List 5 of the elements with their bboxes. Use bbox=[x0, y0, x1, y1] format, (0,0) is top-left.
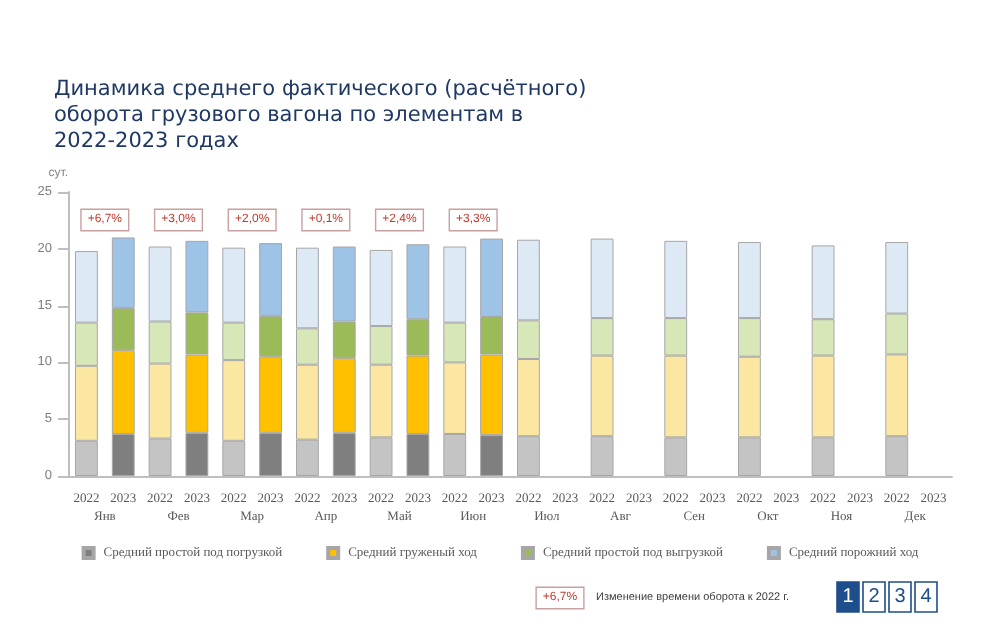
text: 4 bbox=[920, 586, 933, 608]
text: 1 bbox=[842, 586, 855, 608]
chart-title: Динамика среднего фактического (расчётного) оборота грузового вагона по элементам в 2022-2023 годах bbox=[54, 77, 594, 153]
text: 2 bbox=[868, 586, 881, 608]
text: 3 bbox=[894, 586, 907, 608]
